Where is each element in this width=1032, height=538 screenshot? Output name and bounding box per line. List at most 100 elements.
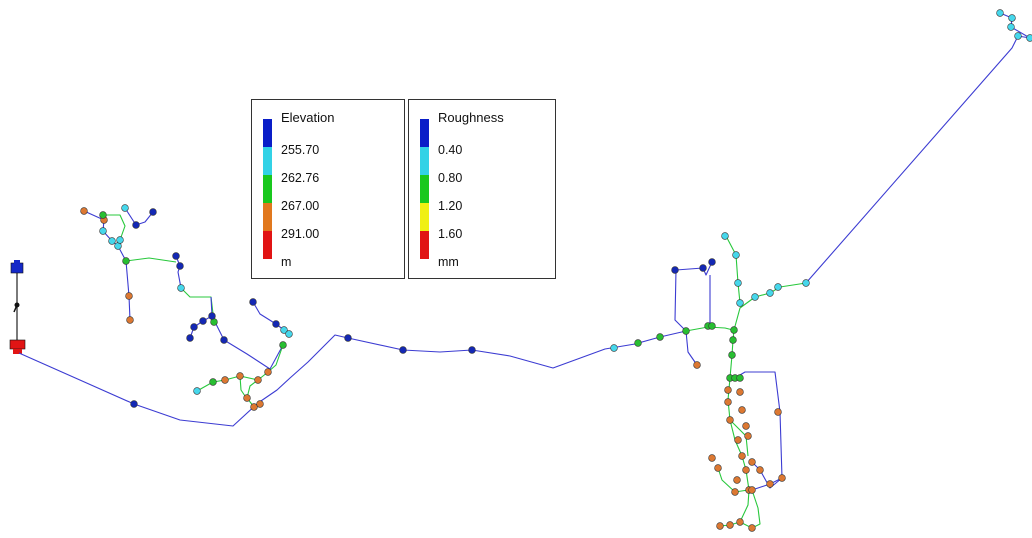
roughness-swatch-2 bbox=[420, 147, 429, 175]
junction-node[interactable] bbox=[708, 258, 716, 266]
junction-node[interactable] bbox=[671, 266, 679, 274]
junction-node[interactable] bbox=[748, 524, 756, 532]
junction-node[interactable] bbox=[468, 346, 476, 354]
junction-node[interactable] bbox=[1026, 34, 1032, 42]
junction-node[interactable] bbox=[724, 386, 732, 394]
junction-node[interactable] bbox=[731, 488, 739, 496]
junction-node[interactable] bbox=[221, 376, 229, 384]
junction-node[interactable] bbox=[748, 458, 756, 466]
junction-node[interactable] bbox=[190, 323, 198, 331]
junction-node[interactable] bbox=[656, 333, 664, 341]
junction-node[interactable] bbox=[738, 452, 746, 460]
junction-node[interactable] bbox=[264, 368, 272, 376]
junction-node[interactable] bbox=[716, 522, 724, 530]
junction-node[interactable] bbox=[125, 292, 133, 300]
junction-node[interactable] bbox=[186, 334, 194, 342]
junction-node[interactable] bbox=[736, 518, 744, 526]
junction-node[interactable] bbox=[766, 289, 774, 297]
junction-node[interactable] bbox=[254, 376, 262, 384]
junction-node[interactable] bbox=[734, 436, 742, 444]
roughness-legend-title: Roughness bbox=[438, 110, 504, 125]
junction-node[interactable] bbox=[736, 299, 744, 307]
junction-node[interactable] bbox=[172, 252, 180, 260]
junction-node[interactable] bbox=[734, 279, 742, 287]
roughness-break-2: 0.80 bbox=[438, 171, 463, 185]
junction-node[interactable] bbox=[250, 403, 258, 411]
junction-node[interactable] bbox=[130, 400, 138, 408]
junction-node[interactable] bbox=[193, 387, 201, 395]
junction-node[interactable] bbox=[399, 346, 407, 354]
junction-node[interactable] bbox=[721, 232, 729, 240]
elevation-legend-title: Elevation bbox=[281, 110, 335, 125]
junction-node[interactable] bbox=[724, 398, 732, 406]
junction-node[interactable] bbox=[208, 312, 216, 320]
junction-node[interactable] bbox=[742, 466, 750, 474]
junction-node[interactable] bbox=[693, 361, 701, 369]
junction-node[interactable] bbox=[344, 334, 352, 342]
junction-node[interactable] bbox=[126, 316, 134, 324]
junction-node[interactable] bbox=[209, 378, 217, 386]
junction-node[interactable] bbox=[699, 264, 707, 272]
junction-node[interactable] bbox=[1008, 14, 1016, 22]
junction-node[interactable] bbox=[199, 317, 207, 325]
junction-node[interactable] bbox=[80, 207, 88, 215]
junction-node[interactable] bbox=[738, 406, 746, 414]
junction-node[interactable] bbox=[243, 394, 251, 402]
junction-node[interactable] bbox=[99, 211, 107, 219]
junction-node[interactable] bbox=[108, 237, 116, 245]
junction-node[interactable] bbox=[122, 257, 130, 265]
junction-node[interactable] bbox=[176, 262, 184, 270]
elevation-break-3: 267.00 bbox=[281, 199, 320, 213]
elevation-swatch-3 bbox=[263, 175, 272, 203]
junction-node[interactable] bbox=[726, 521, 734, 529]
junction-node[interactable] bbox=[774, 283, 782, 291]
junction-node[interactable] bbox=[733, 476, 741, 484]
junction-node[interactable] bbox=[149, 208, 157, 216]
junction-node[interactable] bbox=[802, 279, 810, 287]
junction-node[interactable] bbox=[756, 466, 764, 474]
junction-node[interactable] bbox=[732, 251, 740, 259]
junction-node[interactable] bbox=[236, 372, 244, 380]
junction-node[interactable] bbox=[736, 388, 744, 396]
junction-node[interactable] bbox=[708, 454, 716, 462]
roughness-break-4: 1.60 bbox=[438, 227, 463, 241]
junction-node[interactable] bbox=[996, 9, 1004, 17]
junction-node[interactable] bbox=[285, 330, 293, 338]
junction-node[interactable] bbox=[249, 298, 257, 306]
roughness-unit: mm bbox=[438, 255, 459, 269]
junction-node[interactable] bbox=[742, 422, 750, 430]
tank-icon[interactable] bbox=[10, 262, 24, 274]
roughness-break-3: 1.20 bbox=[438, 199, 463, 213]
junction-node[interactable] bbox=[778, 474, 786, 482]
junction-node[interactable] bbox=[177, 284, 185, 292]
junction-node[interactable] bbox=[280, 326, 288, 334]
junction-node[interactable] bbox=[610, 344, 618, 352]
junction-node[interactable] bbox=[774, 408, 782, 416]
junction-node[interactable] bbox=[634, 339, 642, 347]
elevation-break-4: 291.00 bbox=[281, 227, 320, 241]
junction-node[interactable] bbox=[121, 204, 129, 212]
junction-node[interactable] bbox=[748, 486, 756, 494]
reservoir-icon[interactable] bbox=[9, 339, 26, 350]
elevation-swatch-5 bbox=[263, 231, 272, 259]
junction-node[interactable] bbox=[99, 227, 107, 235]
junction-node[interactable] bbox=[736, 374, 744, 382]
junction-node[interactable] bbox=[256, 400, 264, 408]
junction-node[interactable] bbox=[729, 336, 737, 344]
junction-node[interactable] bbox=[1007, 23, 1015, 31]
junction-node[interactable] bbox=[682, 327, 690, 335]
junction-node[interactable] bbox=[714, 464, 722, 472]
junction-node[interactable] bbox=[728, 351, 736, 359]
junction-node[interactable] bbox=[272, 320, 280, 328]
junction-node[interactable] bbox=[132, 221, 140, 229]
junction-node[interactable] bbox=[751, 293, 759, 301]
junction-node[interactable] bbox=[766, 480, 774, 488]
junction-node[interactable] bbox=[279, 341, 287, 349]
junction-node[interactable] bbox=[726, 416, 734, 424]
junction-node[interactable] bbox=[730, 326, 738, 334]
junction-node[interactable] bbox=[116, 236, 124, 244]
junction-node[interactable] bbox=[220, 336, 228, 344]
junction-node[interactable] bbox=[744, 432, 752, 440]
junction-node[interactable] bbox=[708, 322, 716, 330]
junction-node[interactable] bbox=[1014, 32, 1022, 40]
